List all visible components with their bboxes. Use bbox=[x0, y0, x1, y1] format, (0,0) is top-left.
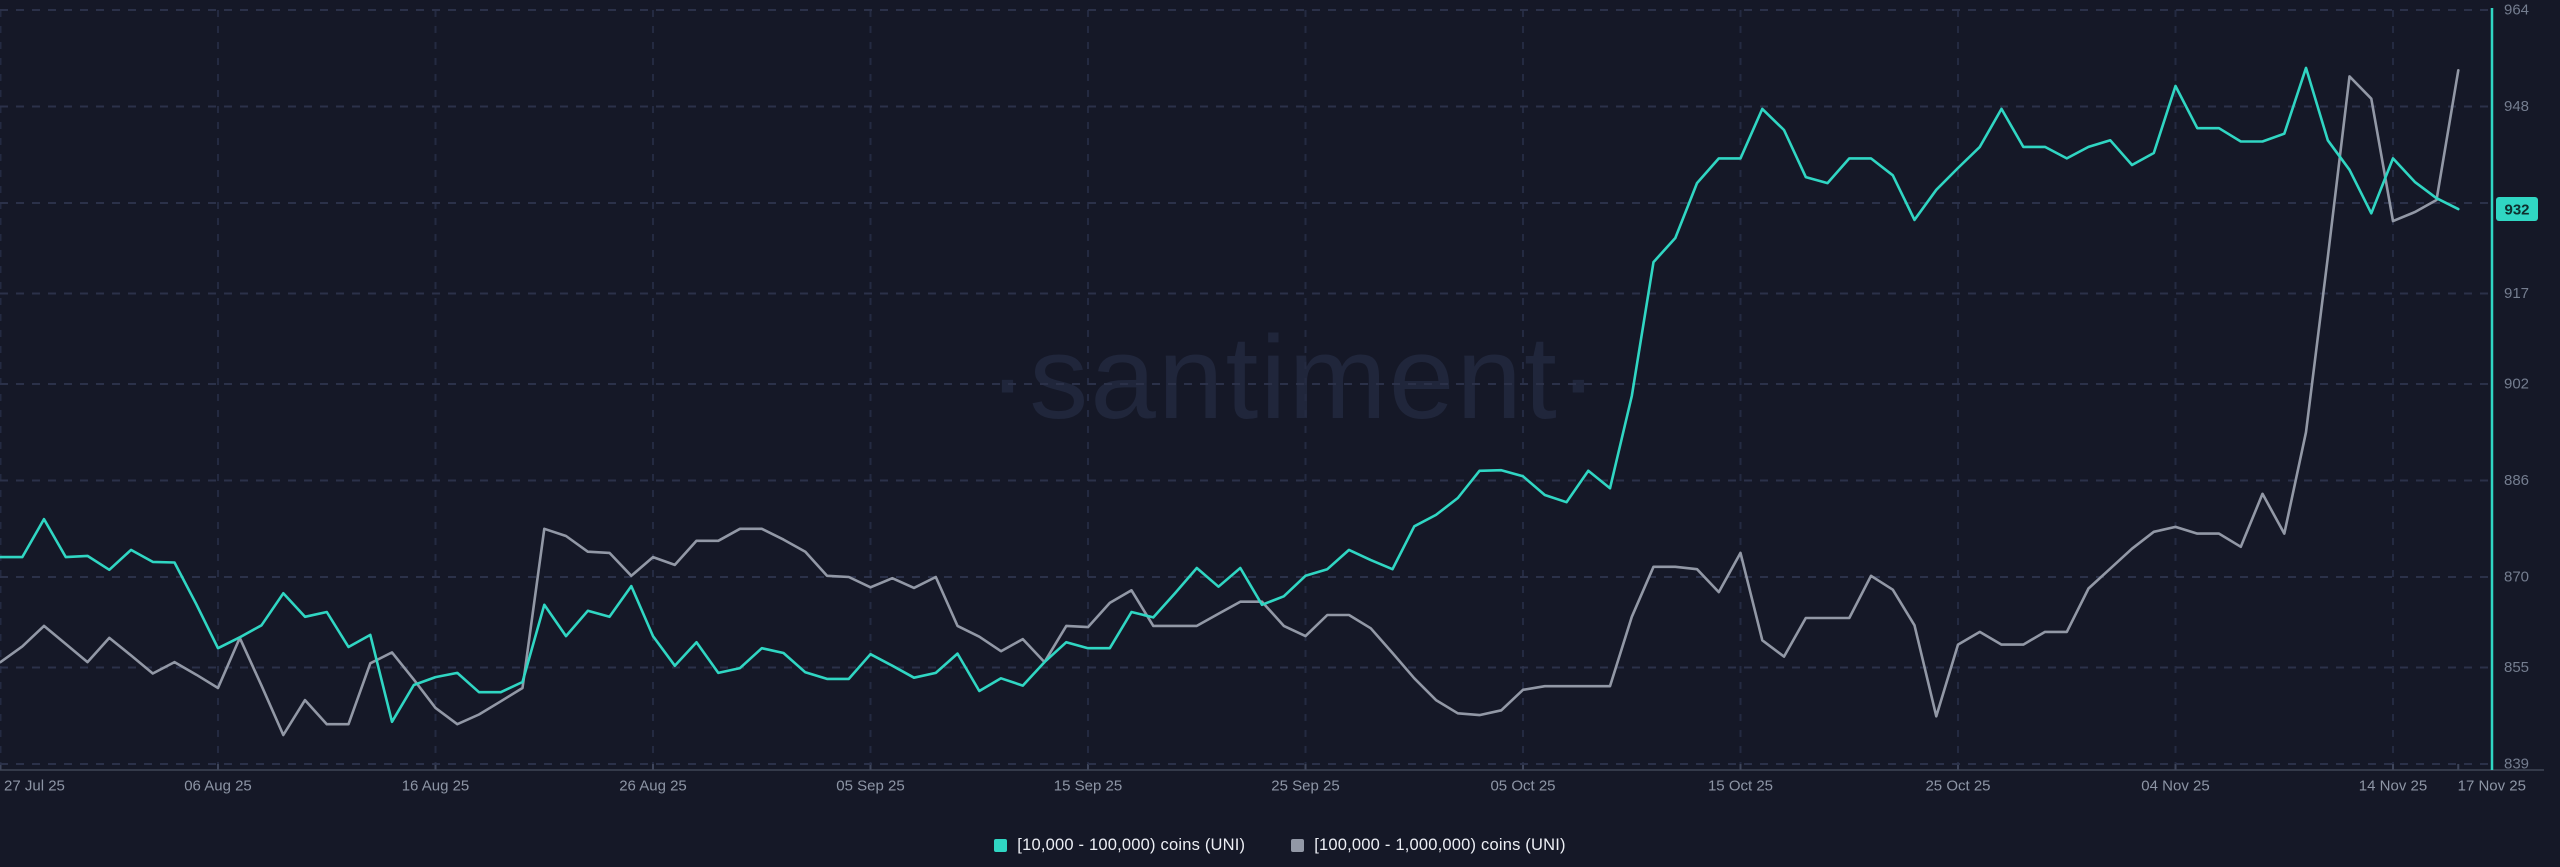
legend-swatch-gray bbox=[1291, 838, 1305, 852]
y-axis-label: 948 bbox=[2504, 98, 2529, 115]
legend-item-100k-1m-coins[interactable]: [100,000 - 1,000,000) coins (UNI) bbox=[1291, 835, 1566, 855]
x-axis-label: 26 Aug 25 bbox=[619, 778, 687, 795]
current-value-badge-text: 932 bbox=[2504, 202, 2529, 219]
legend-swatch-teal bbox=[994, 838, 1008, 852]
y-axis-label: 855 bbox=[2504, 659, 2529, 676]
x-axis-label: 17 Nov 25 bbox=[2458, 778, 2526, 795]
x-axis-label: 25 Oct 25 bbox=[1925, 778, 1990, 795]
x-axis-label: 25 Sep 25 bbox=[1271, 778, 1339, 795]
x-axis-label: 15 Sep 25 bbox=[1054, 778, 1122, 795]
x-axis-label: 04 Nov 25 bbox=[2141, 778, 2209, 795]
x-axis-label: 14 Nov 25 bbox=[2359, 778, 2427, 795]
y-axis-label: 886 bbox=[2504, 472, 2529, 489]
chart-legend: [10,000 - 100,000) coins (UNI) [100,000 … bbox=[0, 830, 2560, 860]
x-axis-label: 27 Jul 25 bbox=[4, 778, 65, 795]
y-axis-label: 902 bbox=[2504, 375, 2529, 392]
current-value-badge bbox=[2496, 197, 2538, 222]
x-axis-label: 05 Oct 25 bbox=[1490, 778, 1555, 795]
legend-label: [10,000 - 100,000) coins (UNI) bbox=[1017, 835, 1246, 854]
x-axis-label: 05 Sep 25 bbox=[836, 778, 904, 795]
y-axis-label: 964 bbox=[2504, 2, 2529, 19]
legend-label: [100,000 - 1,000,000) coins (UNI) bbox=[1314, 835, 1566, 854]
y-axis-label: 917 bbox=[2504, 285, 2529, 302]
y-axis-label: 870 bbox=[2504, 569, 2529, 586]
legend-item-10k-100k-coins[interactable]: [10,000 - 100,000) coins (UNI) bbox=[994, 836, 1245, 855]
x-axis-label: 06 Aug 25 bbox=[184, 778, 252, 795]
x-axis-label: 15 Oct 25 bbox=[1708, 778, 1773, 795]
x-axis-label: 16 Aug 25 bbox=[402, 778, 470, 795]
y-axis-label: 839 bbox=[2504, 756, 2529, 773]
santiment-watermark: ·santiment· bbox=[987, 312, 1601, 444]
series-line-10k-100k bbox=[0, 66, 2460, 724]
series-line-100k-1m bbox=[0, 69, 2460, 737]
